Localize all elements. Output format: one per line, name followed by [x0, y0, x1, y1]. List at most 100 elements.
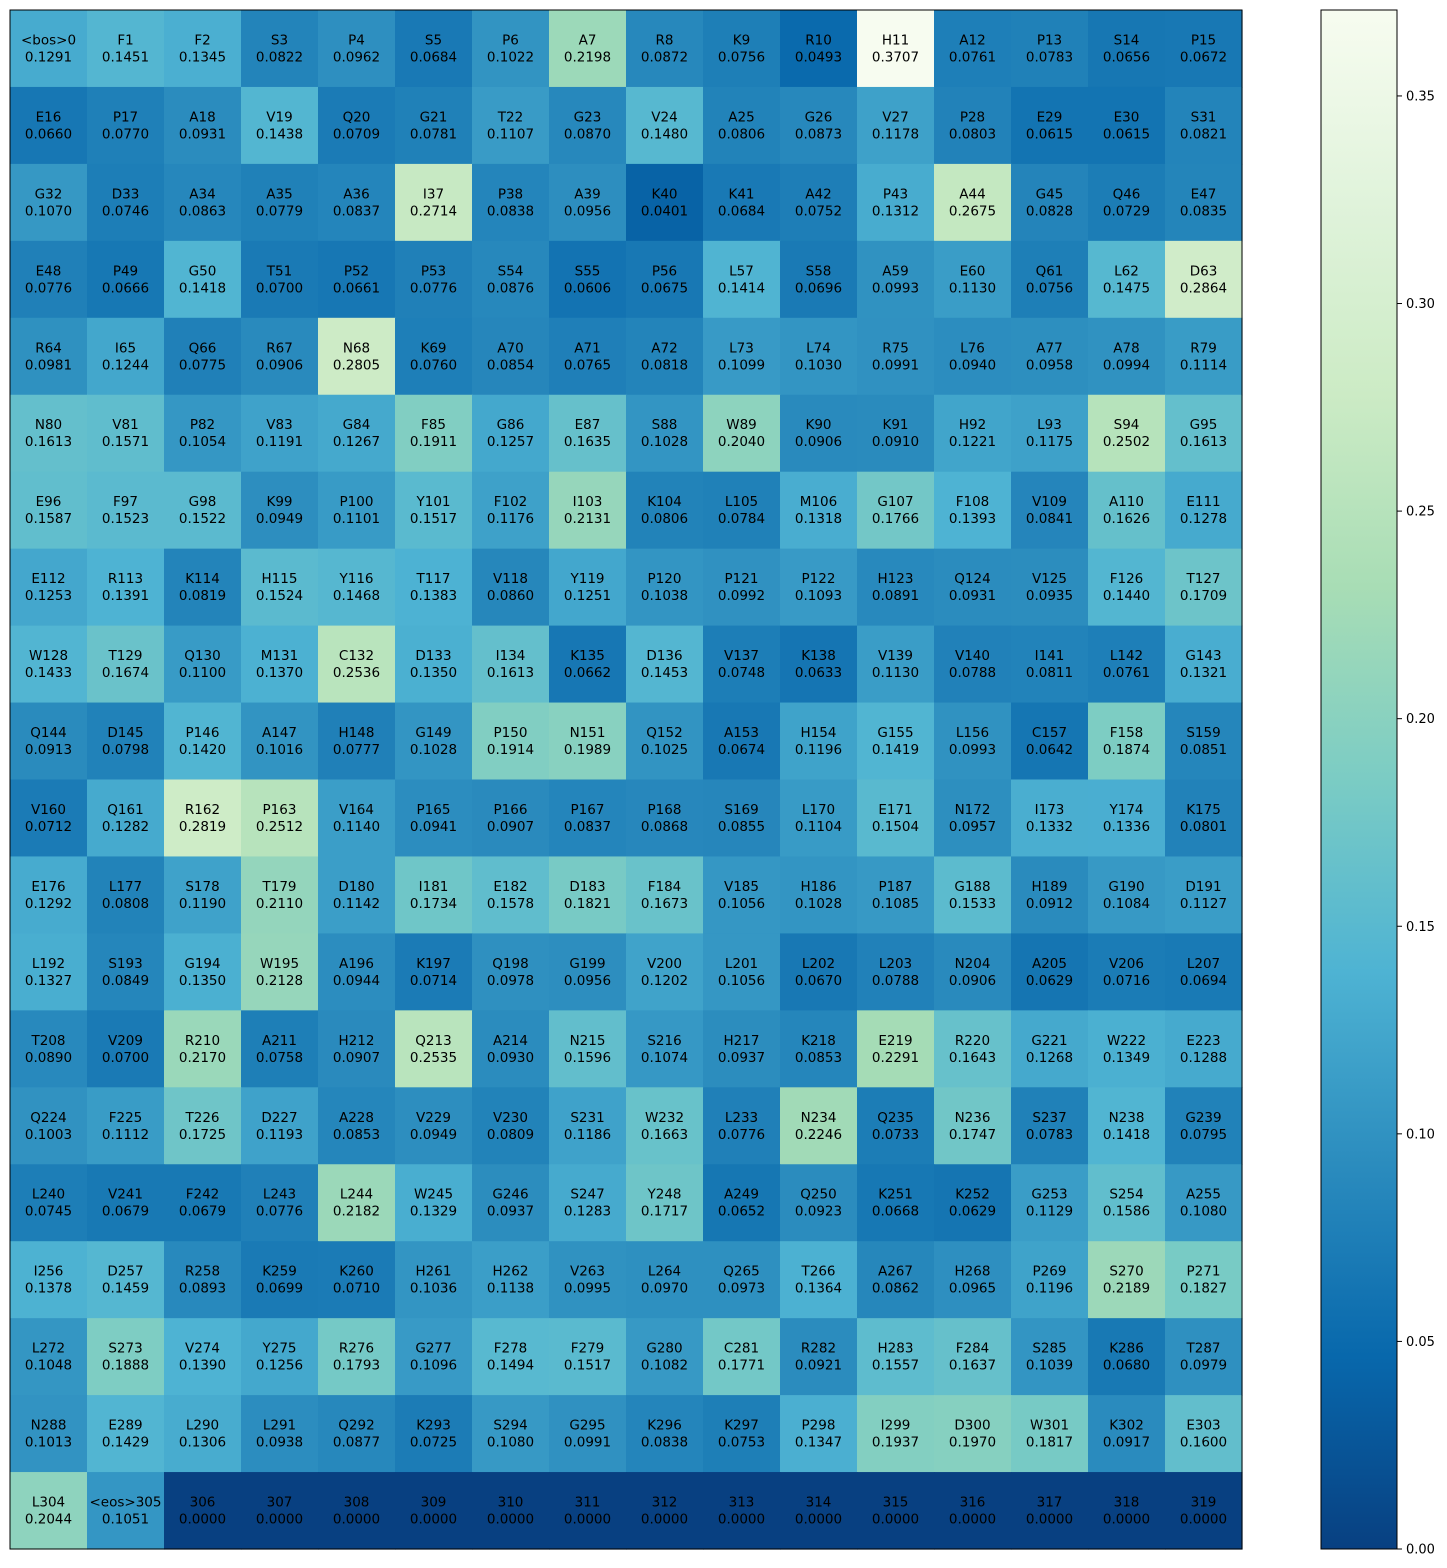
heatmap-cell-rect [1088, 625, 1166, 704]
heatmap-cell-rect [934, 625, 1012, 704]
cell-value-label: 0.1074 [641, 1050, 688, 1066]
heatmap-cell-rect [241, 471, 319, 550]
heatmap-cell-rect [1011, 1164, 1089, 1242]
colorbar: 0.00 0.05 0.10 0.15 0.20 0.25 0.30 0.35 [1320, 9, 1435, 1558]
cell-token-label: K40 [651, 186, 677, 202]
cell-token-label: C157 [1032, 725, 1067, 741]
cell-value-label: 0.0806 [641, 511, 688, 527]
cell-value-label: 0.1390 [179, 1358, 226, 1374]
cell-token-label: L93 [1037, 417, 1062, 433]
heatmap-cell-rect [164, 779, 242, 858]
cell-token-label: A228 [339, 1110, 374, 1126]
cell-value-label: 0.1440 [1103, 588, 1150, 604]
heatmap-cell-rect [87, 625, 165, 704]
heatmap-cell-rect [164, 625, 242, 704]
heatmap-cell-rect [241, 1472, 319, 1550]
heatmap-cell-rect [1165, 548, 1243, 627]
heatmap-cell-rect [395, 1395, 473, 1473]
cell-value-label: 0.0993 [949, 742, 996, 758]
cell-value-label: 0.1453 [641, 665, 688, 681]
cell-value-label: 0.1480 [641, 126, 688, 142]
cell-value-label: 0.0930 [487, 1050, 534, 1066]
heatmap-cell-rect [626, 933, 704, 1011]
cell-value-label: 0.0000 [1103, 1512, 1150, 1528]
cell-token-label: K69 [420, 340, 446, 356]
cell-token-label: V27 [882, 109, 908, 125]
cell-value-label: 0.1138 [487, 1281, 534, 1297]
cell-token-label: L304 [32, 1495, 65, 1511]
heatmap-cell-rect [87, 933, 165, 1011]
cell-value-label: 0.2805 [333, 357, 380, 373]
heatmap-cell-rect [87, 1164, 165, 1242]
heatmap-cell-rect [780, 933, 858, 1011]
cell-value-label: 0.0000 [1026, 1512, 1073, 1528]
cell-token-label: Q144 [30, 725, 66, 741]
cell-value-label: 0.0822 [256, 49, 303, 65]
cell-token-label: H283 [878, 1341, 914, 1357]
heatmap-cell-rect [549, 1395, 627, 1473]
cell-value-label: 0.0709 [333, 126, 380, 142]
heatmap-cell-rect [1011, 163, 1089, 242]
heatmap-cell-rect [164, 163, 242, 242]
heatmap-cell-rect [549, 1241, 627, 1319]
heatmap-cell-rect [1088, 1164, 1166, 1242]
cell-value-label: 0.1725 [179, 1127, 226, 1143]
cell-token-label: L62 [1114, 263, 1139, 279]
heatmap-cell-rect [395, 1164, 473, 1242]
cell-token-label: K259 [262, 1264, 297, 1280]
cell-token-label: <eos>305 [90, 1495, 162, 1511]
cell-value-label: 0.0821 [1180, 126, 1227, 142]
heatmap-cell-rect [703, 702, 781, 781]
cell-value-label: 0.1267 [333, 434, 380, 450]
cell-value-label: 0.1329 [410, 1204, 457, 1220]
cell-token-label: R276 [339, 1341, 374, 1357]
cell-value-label: 0.1282 [102, 819, 149, 835]
cell-token-label: V263 [570, 1264, 605, 1280]
cell-token-label: K260 [339, 1264, 374, 1280]
cell-token-label: K90 [805, 417, 831, 433]
cell-value-label: 0.1817 [1026, 1435, 1073, 1451]
cell-value-label: 0.1288 [1180, 1050, 1227, 1066]
heatmap-cell-rect [934, 779, 1012, 858]
heatmap-cell-rect [703, 10, 781, 88]
cell-value-label: 0.1283 [564, 1204, 611, 1220]
heatmap-cell-rect [780, 1472, 858, 1550]
heatmap-cell-rect [395, 1010, 473, 1088]
heatmap-cell-rect [857, 317, 935, 396]
cell-token-label: G149 [415, 725, 451, 741]
cell-token-label: 306 [190, 1495, 216, 1511]
cell-value-label: 0.2198 [564, 49, 611, 65]
heatmap-cell-rect [934, 317, 1012, 396]
cell-token-label: G23 [574, 109, 602, 125]
cell-value-label: 0.0910 [872, 434, 919, 450]
colorbar-tick-label: 0.30 [1406, 297, 1435, 312]
heatmap-cell-rect [1088, 317, 1166, 396]
heatmap-cell-rect [164, 317, 242, 396]
cell-token-label: R67 [266, 340, 293, 356]
